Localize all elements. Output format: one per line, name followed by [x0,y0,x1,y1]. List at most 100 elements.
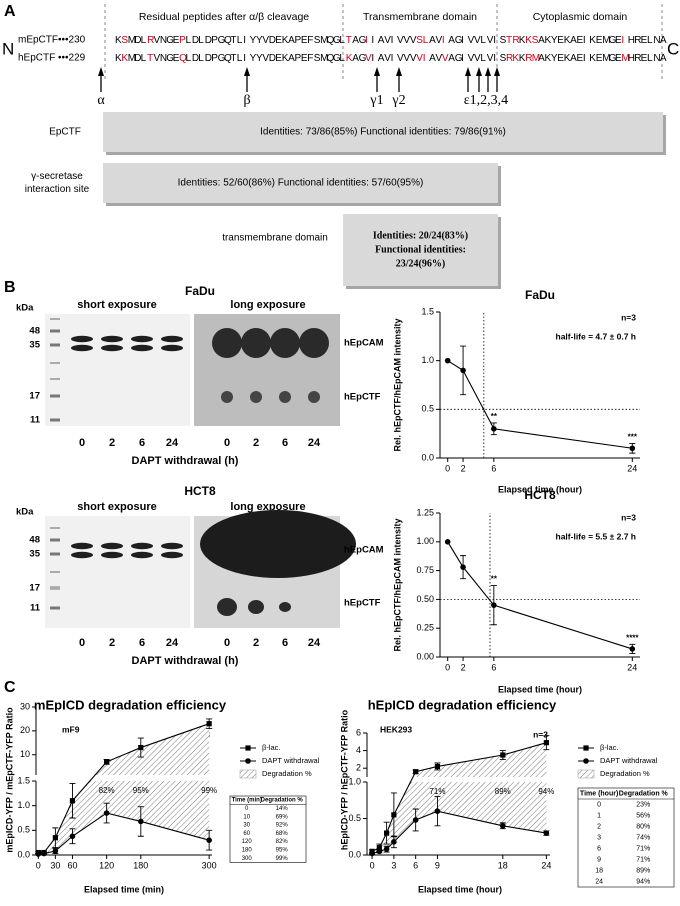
residue: V [487,35,494,46]
cleavage-site: α [97,93,105,108]
lane-label: 24 [308,637,321,649]
residue: I [442,35,445,46]
data-point [444,539,451,545]
residue: L [647,35,653,46]
data-point [384,830,390,836]
ladder-band [50,587,60,589]
lane-label: 0 [79,437,85,449]
chart-subtitle: mF9 [62,724,80,734]
data-point [41,850,47,857]
y-tick-label: 1.0 [421,355,434,365]
data-point [412,817,419,823]
y-tick-label: 20 [20,725,30,735]
residue: N [653,53,660,64]
residue: G [455,35,463,46]
lane-label: 6 [139,637,145,649]
residue: L [141,53,147,64]
cleavage-arrowhead [476,67,482,76]
significance-label: ** [491,412,498,421]
blot-band [131,344,153,352]
data-point [103,810,110,816]
comparison-label: γ-secretase [31,171,83,182]
residue: I [583,53,586,64]
exposure-label: short exposure [77,501,156,513]
series-line [447,541,633,650]
residue: E [275,53,282,64]
table-header: Time (hour) [580,790,618,797]
data-point [499,823,506,829]
y-tick-label: 0.5 [348,813,361,823]
residue: I [365,35,368,46]
residue: M [602,53,610,64]
data-point [206,837,212,843]
blot-band [101,335,123,343]
ladder-band [50,552,60,556]
residue: I [461,53,464,64]
table-cell: 9 [597,856,601,863]
residue: E [557,53,564,64]
marker-label: 48 [29,535,40,546]
comparison-text: Identities: 73/86(85%) Functional identi… [260,127,506,138]
residue: V [487,53,494,64]
x-tick-label: 0 [445,662,450,672]
panel-label: A [4,3,16,20]
residue: K [512,53,519,64]
residue: T [147,53,153,64]
lane-label: 2 [253,437,259,449]
data-point [35,851,42,857]
residue: A [352,35,359,46]
series-line [447,360,633,449]
residue: I [621,35,624,46]
chart-title: mEpICD degradation efficiency [34,697,227,712]
residue: D [134,53,141,64]
table-cell: 71% [636,845,650,852]
residue: G [455,53,463,64]
data-point [500,752,506,758]
table-cell: 6 [597,845,601,852]
comparison-box [103,112,663,152]
domain-header: Transmembrane domain [363,11,477,23]
residue: E [275,35,282,46]
table-cell: 3 [597,834,601,841]
residue: E [615,53,622,64]
residue: Y [551,53,558,64]
ladder-band [50,538,60,542]
axis-break [361,777,556,782]
residue: V [468,35,475,46]
marker-label: 35 [29,340,40,351]
residue: A [660,53,667,64]
y-tick-label: 0.75 [416,565,434,575]
degradation-label: 82% [99,786,115,795]
residue: K [545,53,552,64]
residue: E [577,35,584,46]
residue: L [339,53,345,64]
y-tick-label: 1.5 [421,306,434,316]
residue: K [346,53,353,64]
residue: N [160,35,167,46]
data-point [460,367,466,374]
residue: K [564,53,571,64]
degradation-area [38,723,210,855]
ladder-band [50,378,60,380]
chart-note: n=3 [533,729,548,739]
blot-band [161,335,183,343]
legend-marker [583,758,589,764]
table-header: Degradation % [619,790,669,797]
residue: E [173,35,180,46]
y-tick-label: 4 [356,745,361,755]
blot-band [161,542,183,550]
y-tick-label: 0.5 [17,825,30,835]
lane-label: 24 [166,637,179,649]
residue: V [397,53,404,64]
residue: P [179,35,186,46]
residue: V [262,53,269,64]
panel-label: C [4,679,16,696]
marker-label: 17 [29,391,40,402]
y-tick-label: 0.25 [416,623,434,633]
residue: I [493,35,496,46]
table-cell: 69% [276,814,289,820]
lane-label: 6 [139,437,145,449]
x-tick-label: 120 [99,860,114,870]
comparison-text: Identities: 20/24(83%) [373,230,468,241]
residue: E [615,35,622,46]
